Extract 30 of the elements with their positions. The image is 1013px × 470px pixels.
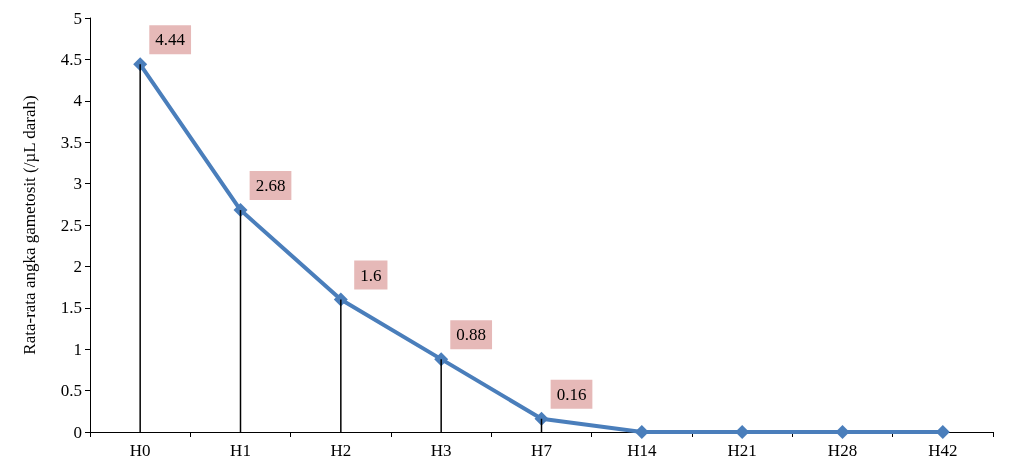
y-tick-label: 5 bbox=[73, 8, 82, 28]
data-label: 0.16 bbox=[556, 384, 587, 404]
x-tick-label: H0 bbox=[129, 441, 151, 460]
y-tick-label: 4.5 bbox=[60, 49, 82, 69]
x-tick-label: H3 bbox=[430, 441, 452, 460]
x-tick-label: H7 bbox=[531, 441, 553, 460]
point bbox=[233, 203, 248, 218]
y-tick-label: 3.5 bbox=[60, 132, 82, 152]
data-label: 4.44 bbox=[155, 30, 186, 50]
y-tick-label: 2.5 bbox=[60, 215, 82, 235]
y-tick-label: 2 bbox=[73, 256, 82, 276]
data-label: 0.88 bbox=[456, 325, 487, 345]
y-tick-label: 1.5 bbox=[60, 298, 82, 318]
x-tick-label: H2 bbox=[330, 441, 352, 460]
y-tick-label: 0 bbox=[73, 422, 82, 442]
x-tick-label: H28 bbox=[827, 441, 858, 460]
data-label: 2.68 bbox=[255, 176, 286, 196]
x-tick-label: H21 bbox=[727, 441, 757, 460]
data-label: 1.6 bbox=[360, 265, 382, 285]
x-tick-label: H1 bbox=[230, 441, 251, 460]
y-axis-title: Rata-rata angka gametosit (/µL darah) bbox=[20, 95, 39, 355]
x-tick-label: H42 bbox=[928, 441, 958, 460]
y-tick-label: 1 bbox=[73, 339, 82, 359]
point bbox=[534, 411, 549, 426]
y-tick-label: 3 bbox=[73, 174, 82, 194]
y-tick-label: 0.5 bbox=[60, 381, 82, 401]
point bbox=[634, 425, 649, 439]
y-tick-label: 4 bbox=[73, 91, 83, 111]
point bbox=[835, 425, 850, 439]
x-tick-label: H14 bbox=[627, 441, 657, 460]
